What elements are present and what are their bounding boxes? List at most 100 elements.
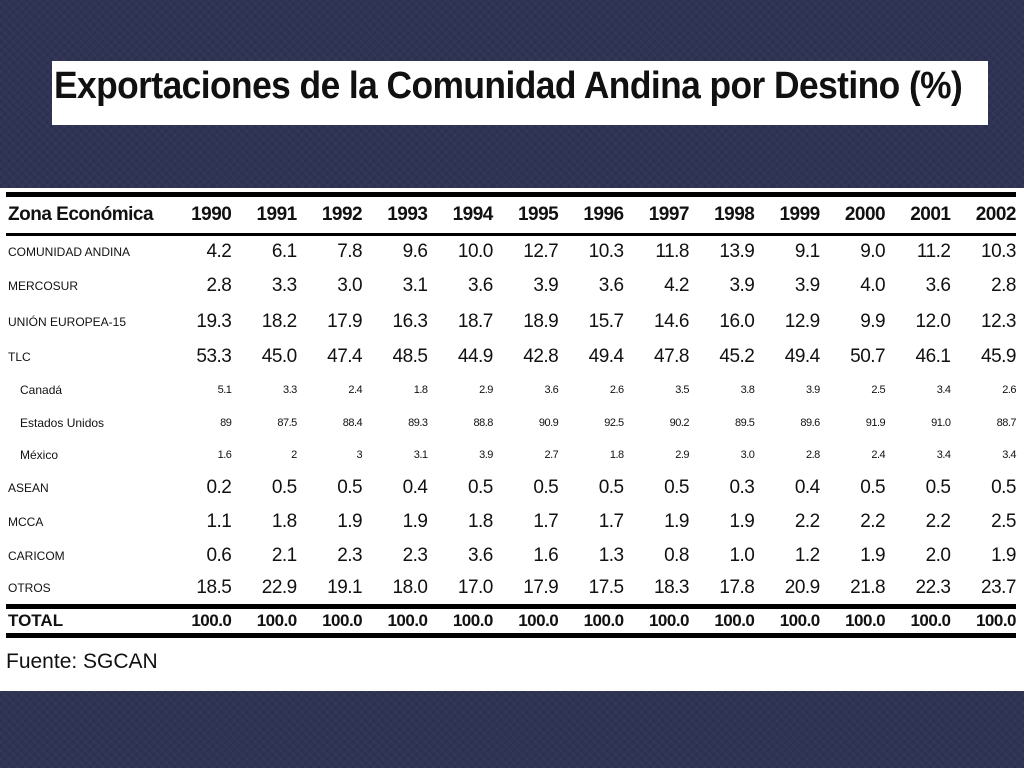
header-year: 1993 [362, 192, 428, 236]
value-cell: 2 [291, 448, 297, 461]
value-cell: 3.6 [467, 544, 493, 566]
value-cell: 88.7 [996, 416, 1017, 429]
table-row: COMUNIDAD ANDINA 4.2 6.1 7.8 9.6 10.0 12.7 10.3… [6, 235, 1016, 269]
header-year: 1996 [558, 192, 624, 236]
total-cell: 100.0 [492, 604, 559, 638]
value-cell: 50.7 [850, 345, 886, 367]
value-cell: 0.5 [467, 476, 493, 498]
table-row: Estados Unidos 89 87.5 88.4 89.3 88.8 90.9 92.5… [6, 407, 1016, 439]
zone-cell: COMUNIDAD ANDINA [8, 245, 131, 260]
zone-cell: UNIÓN EUROPEA-15 [8, 314, 127, 329]
value-cell: 2.5 [871, 383, 886, 396]
value-cell: 3.4 [1002, 448, 1016, 461]
total-cell: 100.0 [166, 604, 232, 638]
value-cell: 0.5 [337, 476, 363, 498]
source-note: Fuente: SGCAN [6, 650, 158, 673]
total-cell: 100.0 [362, 604, 428, 638]
value-cell: 87.5 [277, 416, 297, 429]
value-cell: 2.3 [337, 544, 363, 566]
value-cell: 2.2 [860, 510, 886, 532]
value-cell: 1.9 [402, 510, 428, 532]
value-cell: 19.3 [196, 310, 232, 332]
value-cell: 45.2 [719, 345, 755, 367]
value-cell: 18.2 [261, 310, 297, 332]
value-cell: 18.9 [523, 310, 559, 332]
total-cell: 100.0 [558, 604, 624, 638]
header-year: 1999 [754, 192, 820, 236]
value-cell: 1.9 [664, 510, 689, 532]
table-row: OTROS 18.5 22.9 19.1 18.0 17.0 17.9 17.5 18.3 17.… [6, 573, 1016, 607]
value-cell: 0.3 [729, 476, 755, 498]
value-cell: 3.9 [794, 274, 820, 296]
value-cell: 9.0 [860, 241, 886, 263]
value-cell: 3.1 [402, 274, 428, 296]
zone-cell: México [20, 447, 59, 462]
value-cell: 20.9 [784, 577, 820, 599]
value-cell: 18.7 [457, 310, 493, 332]
value-cell: 0.4 [794, 476, 820, 498]
value-cell: 0.8 [664, 544, 689, 566]
value-cell: 1.2 [794, 544, 820, 566]
value-cell: 6.1 [271, 241, 297, 263]
total-cell: 100.0 [623, 604, 690, 638]
table-row: ASEAN 0.2 0.5 0.5 0.4 0.5 0.5 0.5 0.5 0.3 0.4 0.5 0.… [6, 471, 1016, 505]
value-cell: 17.9 [327, 310, 363, 332]
value-cell: 5.1 [217, 383, 232, 396]
value-cell: 2.5 [991, 510, 1016, 532]
value-cell: 45.0 [261, 345, 297, 367]
value-cell: 1.6 [533, 544, 559, 566]
value-cell: 3.6 [544, 383, 559, 396]
value-cell: 3.6 [467, 274, 493, 296]
value-cell: 10.0 [457, 241, 493, 263]
table-header-row: Zona Económica 1990 1991 1992 1993 1994 … [6, 192, 1016, 236]
value-cell: 12.7 [523, 241, 559, 263]
value-cell: 1.9 [860, 544, 886, 566]
value-cell: 3.9 [805, 383, 820, 396]
value-cell: 22.9 [261, 577, 297, 599]
total-label: TOTAL [6, 604, 166, 638]
value-cell: 10.3 [588, 241, 624, 263]
zone-cell: TLC [8, 349, 31, 364]
table-row: TLC 53.3 45.0 47.4 48.5 44.9 42.8 49.4 47.8 45.2 4… [6, 341, 1016, 373]
header-year: 2001 [885, 192, 951, 236]
header-year: 1992 [296, 192, 363, 236]
value-cell: 2.0 [925, 544, 951, 566]
value-cell: 1.7 [533, 510, 559, 532]
value-cell: 49.4 [588, 345, 624, 367]
value-cell: 3.8 [740, 383, 755, 396]
value-cell: 17.5 [588, 577, 624, 599]
value-cell: 3.6 [598, 274, 624, 296]
value-cell: 3.4 [936, 383, 951, 396]
total-cell: 100.0 [231, 604, 297, 638]
total-cell: 100.0 [296, 604, 363, 638]
value-cell: 18.0 [392, 577, 428, 599]
value-cell: 1.8 [467, 510, 493, 532]
header-year: 1991 [231, 192, 297, 236]
value-cell: 2.8 [991, 274, 1016, 296]
zone-cell: Estados Unidos [20, 415, 105, 430]
value-cell: 1.3 [598, 544, 624, 566]
value-cell: 11.8 [655, 241, 689, 263]
value-cell: 0.5 [533, 476, 559, 498]
value-cell: 2.6 [1002, 383, 1016, 396]
value-cell: 2.8 [206, 274, 232, 296]
value-cell: 16.0 [719, 310, 755, 332]
value-cell: 0.2 [206, 476, 232, 498]
value-cell: 17.8 [719, 577, 755, 599]
value-cell: 91.9 [865, 416, 886, 429]
value-cell: 2.2 [925, 510, 951, 532]
header-zone: Zona Económica [6, 192, 166, 236]
value-cell: 2.2 [794, 510, 820, 532]
value-cell: 3.0 [337, 274, 363, 296]
value-cell: 3.5 [675, 383, 689, 396]
zone-cell: MCCA [8, 514, 44, 529]
value-cell: 11.2 [916, 241, 951, 263]
value-cell: 22.3 [915, 577, 951, 599]
value-cell: 18.5 [196, 577, 232, 599]
total-cell: 100.0 [950, 604, 1016, 638]
value-cell: 45.9 [981, 345, 1016, 367]
value-cell: 2.6 [609, 383, 624, 396]
value-cell: 0.5 [925, 476, 951, 498]
value-cell: 12.0 [915, 310, 951, 332]
value-cell: 1.9 [991, 544, 1016, 566]
